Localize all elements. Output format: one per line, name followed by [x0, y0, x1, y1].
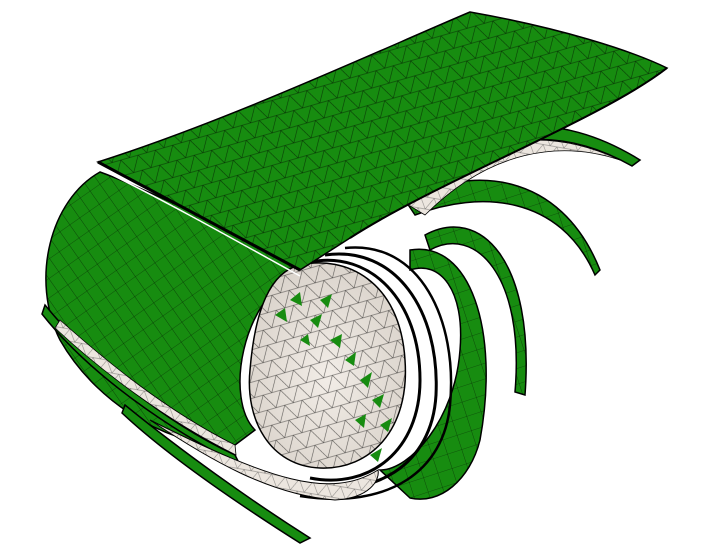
- top-panel-seam: [101, 169, 301, 277]
- lower-strips: [41, 303, 379, 544]
- ring-edge-3: [299, 246, 453, 501]
- lower-strip-2: [121, 403, 312, 544]
- arc-flap-4-grid: [405, 180, 600, 275]
- top-panel: [96, 11, 669, 277]
- top-panel-right-edge: [349, 67, 668, 239]
- arc-flap-3-grid: [425, 227, 527, 395]
- top-panel-front-edge: [97, 160, 301, 272]
- green-fragment-cluster: [275, 292, 392, 462]
- ring-edge-1: [309, 258, 422, 482]
- arc-flap-2-grid: [380, 249, 487, 500]
